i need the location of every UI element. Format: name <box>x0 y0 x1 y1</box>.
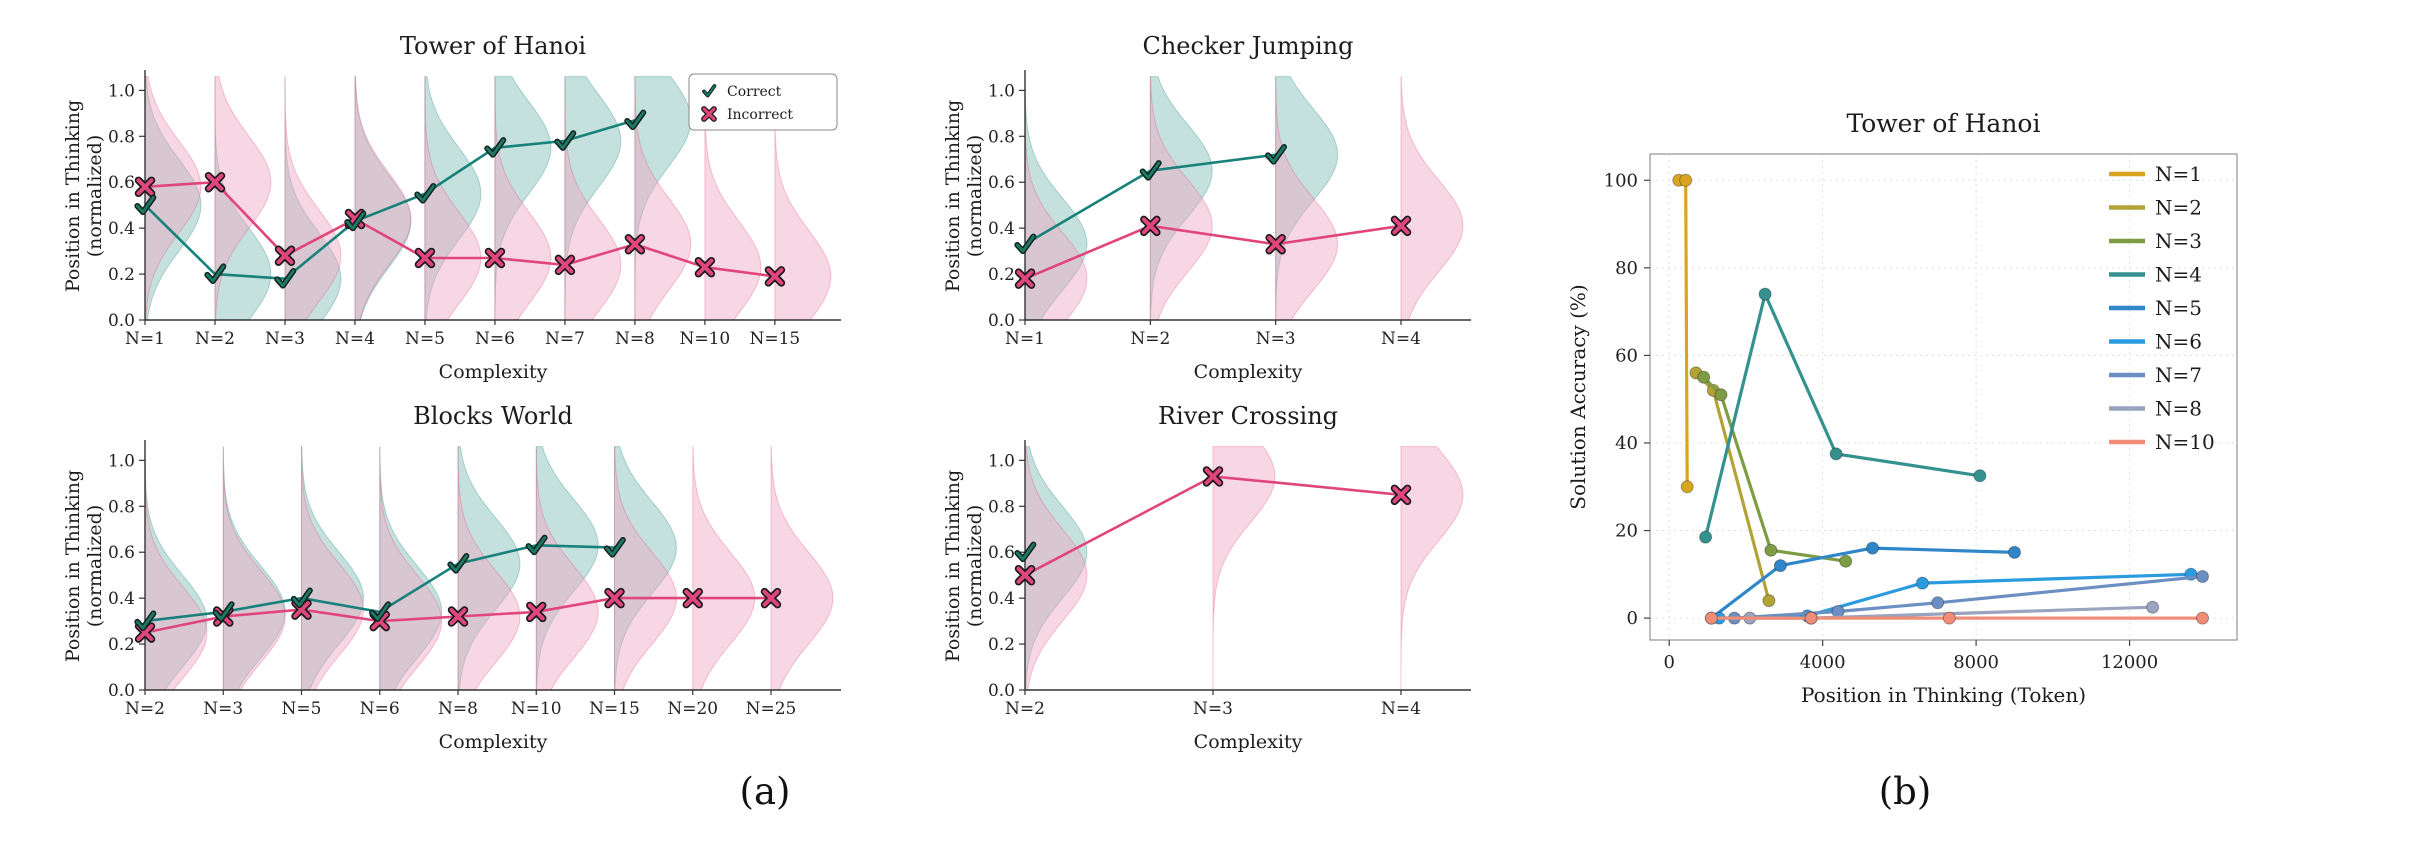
svg-text:N=2: N=2 <box>2155 196 2202 220</box>
svg-text:N=1: N=1 <box>1005 329 1045 349</box>
svg-text:0.0: 0.0 <box>108 681 135 701</box>
svg-text:(normalized): (normalized) <box>964 135 986 258</box>
svg-text:0.6: 0.6 <box>108 543 135 563</box>
caption-a: (a) <box>739 770 791 813</box>
svg-text:Incorrect: Incorrect <box>727 107 793 123</box>
svg-text:Position in Thinking (Token): Position in Thinking (Token) <box>1801 683 2086 707</box>
svg-text:20: 20 <box>1615 521 1638 542</box>
svg-text:(normalized): (normalized) <box>84 505 106 628</box>
svg-text:N=5: N=5 <box>282 699 322 719</box>
svg-text:1.0: 1.0 <box>988 451 1015 471</box>
svg-text:Complexity: Complexity <box>439 731 548 753</box>
svg-text:N=15: N=15 <box>589 699 640 719</box>
svg-text:N=5: N=5 <box>405 329 445 349</box>
tower-of-hanoi-violin-chart: 0.0 0.2 0.4 0.6 0.8 1.0 N=1 N=2 N=3 N=4 N=5 N=6 N=7 N… <box>62 32 841 383</box>
svg-text:0.4: 0.4 <box>988 219 1015 239</box>
svg-text:Checker Jumping: Checker Jumping <box>1142 32 1353 60</box>
svg-text:Position in Thinking: Position in Thinking <box>62 100 84 292</box>
svg-text:Complexity: Complexity <box>439 361 548 383</box>
river-crossing-violin-chart: 0.0 0.2 0.4 0.6 0.8 1.0 N=2 N=3 N=4 River Crossin… <box>942 402 1471 753</box>
svg-text:N=7: N=7 <box>545 329 585 349</box>
svg-text:0.4: 0.4 <box>108 589 135 609</box>
svg-text:N=3: N=3 <box>2155 229 2202 253</box>
svg-text:River Crossing: River Crossing <box>1158 402 1338 430</box>
svg-text:1.0: 1.0 <box>988 81 1015 101</box>
svg-text:0.6: 0.6 <box>988 543 1015 563</box>
svg-text:N=8: N=8 <box>438 699 478 719</box>
svg-text:N=10: N=10 <box>680 329 731 349</box>
svg-text:4000: 4000 <box>1800 652 1846 673</box>
svg-text:N=3: N=3 <box>1193 699 1233 719</box>
svg-text:8000: 8000 <box>1953 652 1999 673</box>
svg-text:N=2: N=2 <box>1130 329 1170 349</box>
svg-text:Tower of Hanoi: Tower of Hanoi <box>1847 109 2041 138</box>
svg-text:0.0: 0.0 <box>108 311 135 331</box>
svg-text:N=25: N=25 <box>746 699 797 719</box>
svg-text:Position in Thinking: Position in Thinking <box>942 100 964 292</box>
svg-text:0: 0 <box>1663 652 1674 673</box>
svg-text:N=3: N=3 <box>1256 329 1296 349</box>
svg-text:0.2: 0.2 <box>108 635 135 655</box>
svg-text:N=2: N=2 <box>1005 699 1045 719</box>
svg-text:1.0: 1.0 <box>108 81 135 101</box>
svg-text:N=15: N=15 <box>749 329 800 349</box>
svg-text:Blocks World: Blocks World <box>413 402 573 430</box>
svg-text:N=7: N=7 <box>2155 363 2202 387</box>
svg-text:Solution Accuracy (%): Solution Accuracy (%) <box>1566 284 1590 509</box>
svg-text:0.8: 0.8 <box>108 127 135 147</box>
svg-text:N=3: N=3 <box>203 699 243 719</box>
svg-text:N=5: N=5 <box>2155 296 2202 320</box>
svg-text:0.2: 0.2 <box>108 265 135 285</box>
svg-text:0.8: 0.8 <box>988 127 1015 147</box>
svg-text:N=10: N=10 <box>2155 430 2215 454</box>
svg-text:N=4: N=4 <box>1381 329 1421 349</box>
svg-text:N=10: N=10 <box>511 699 562 719</box>
svg-text:N=3: N=3 <box>265 329 305 349</box>
svg-text:0.8: 0.8 <box>108 497 135 517</box>
svg-text:0.8: 0.8 <box>988 497 1015 517</box>
svg-text:N=6: N=6 <box>360 699 400 719</box>
svg-text:N=6: N=6 <box>2155 330 2202 354</box>
caption-b: (b) <box>1878 770 1932 813</box>
svg-text:N=4: N=4 <box>2155 263 2202 287</box>
svg-text:(normalized): (normalized) <box>964 505 986 628</box>
svg-text:Correct: Correct <box>727 84 782 100</box>
svg-text:0.2: 0.2 <box>988 265 1015 285</box>
svg-text:N=8: N=8 <box>615 329 655 349</box>
svg-text:N=20: N=20 <box>667 699 718 719</box>
svg-text:Tower of Hanoi: Tower of Hanoi <box>400 32 587 60</box>
svg-text:80: 80 <box>1615 258 1638 279</box>
svg-text:N=4: N=4 <box>1381 699 1421 719</box>
svg-text:Position in Thinking: Position in Thinking <box>942 470 964 662</box>
svg-text:0.0: 0.0 <box>988 311 1015 331</box>
svg-text:N=8: N=8 <box>2155 397 2202 421</box>
svg-text:N=4: N=4 <box>335 329 375 349</box>
svg-text:100: 100 <box>1604 170 1638 191</box>
svg-text:Position in Thinking: Position in Thinking <box>62 470 84 662</box>
tower-of-hanoi-accuracy-chart: 0 4000 8000 12000 0 20 40 60 80 100 Tower of Hanoi… <box>1566 109 2238 707</box>
checker-jumping-violin-chart: 0.0 0.2 0.4 0.6 0.8 1.0 N=1 N=2 N=3 N=4 Checker Ju… <box>942 32 1471 383</box>
svg-text:40: 40 <box>1615 433 1638 454</box>
svg-text:0.6: 0.6 <box>988 173 1015 193</box>
svg-text:N=2: N=2 <box>125 699 165 719</box>
svg-text:0.0: 0.0 <box>988 681 1015 701</box>
svg-text:0.2: 0.2 <box>988 635 1015 655</box>
svg-text:0: 0 <box>1627 608 1638 629</box>
blocks-world-violin-chart: 0.0 0.2 0.4 0.6 0.8 1.0 N=2 N=3 N=5 N=6 N=8 N=10 N=1… <box>62 402 841 753</box>
svg-text:N=1: N=1 <box>125 329 165 349</box>
svg-text:0.4: 0.4 <box>988 589 1015 609</box>
svg-text:(normalized): (normalized) <box>84 135 106 258</box>
svg-text:Complexity: Complexity <box>1194 731 1303 753</box>
svg-text:N=1: N=1 <box>2155 162 2202 186</box>
svg-text:12000: 12000 <box>2101 652 2158 673</box>
svg-text:1.0: 1.0 <box>108 451 135 471</box>
svg-text:0.6: 0.6 <box>108 173 135 193</box>
svg-text:60: 60 <box>1615 345 1638 366</box>
svg-text:N=2: N=2 <box>195 329 235 349</box>
svg-text:N=6: N=6 <box>475 329 515 349</box>
svg-text:Complexity: Complexity <box>1194 361 1303 383</box>
svg-text:0.4: 0.4 <box>108 219 135 239</box>
